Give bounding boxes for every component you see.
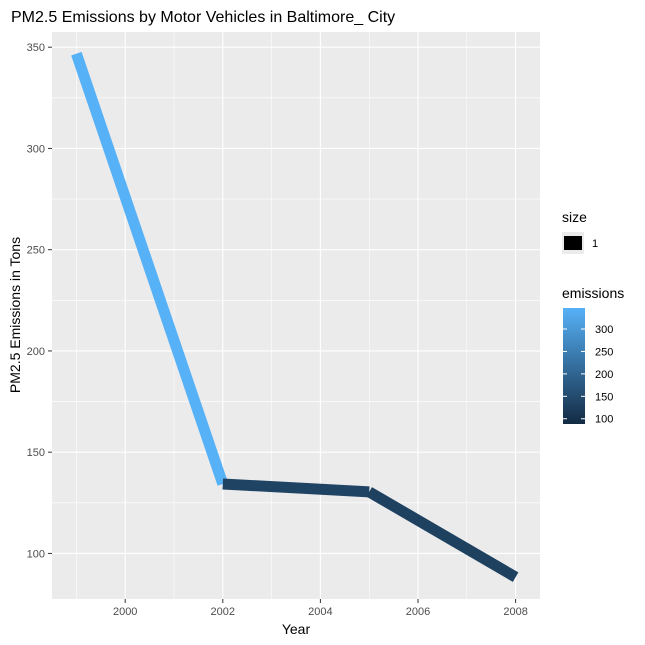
legend-size-title: size <box>562 209 587 225</box>
legend-colorbar-label: 100 <box>595 414 613 426</box>
x-axis-title: Year <box>282 621 311 637</box>
series-line-segment <box>71 51 229 486</box>
legend-colorbar <box>563 308 585 424</box>
y-tick-label: 350 <box>27 42 45 54</box>
y-tick-label: 250 <box>27 245 45 257</box>
legend-colorbar-label: 200 <box>595 369 613 381</box>
legend: size 1 emissions 100 150 200 250 300 <box>562 209 624 426</box>
x-tick-label: 2002 <box>211 606 235 618</box>
y-tick-label: 300 <box>27 143 45 155</box>
legend-color-title: emissions <box>562 285 624 301</box>
legend-colorbar-label: 250 <box>595 346 613 358</box>
legend-colorbar-label: 300 <box>595 324 613 336</box>
x-tick-label: 2000 <box>113 606 137 618</box>
y-tick-label: 150 <box>27 447 45 459</box>
series-line-segment <box>222 478 370 498</box>
legend-size-label: 1 <box>592 238 598 250</box>
x-axis: 2000 2002 2004 2006 2008 <box>113 599 528 618</box>
x-tick-label: 2006 <box>406 606 430 618</box>
y-axis-title: PM2.5 Emissions in Tons <box>7 237 23 393</box>
y-tick-label: 200 <box>27 346 45 358</box>
legend-colorbar-label: 150 <box>595 391 613 403</box>
series <box>71 51 519 582</box>
x-tick-label: 2008 <box>503 606 527 618</box>
legend-colorbar-ticks: 100 150 200 250 300 <box>563 324 613 426</box>
x-tick-label: 2004 <box>308 606 332 618</box>
grid <box>52 32 540 599</box>
plot-panel <box>52 32 540 599</box>
chart-title: PM2.5 Emissions by Motor Vehicles in Bal… <box>11 9 395 26</box>
legend-size-key <box>564 236 582 250</box>
y-axis: 100 150 200 250 300 350 <box>27 42 52 560</box>
series-line-segment <box>366 487 519 582</box>
y-tick-label: 100 <box>27 548 45 560</box>
